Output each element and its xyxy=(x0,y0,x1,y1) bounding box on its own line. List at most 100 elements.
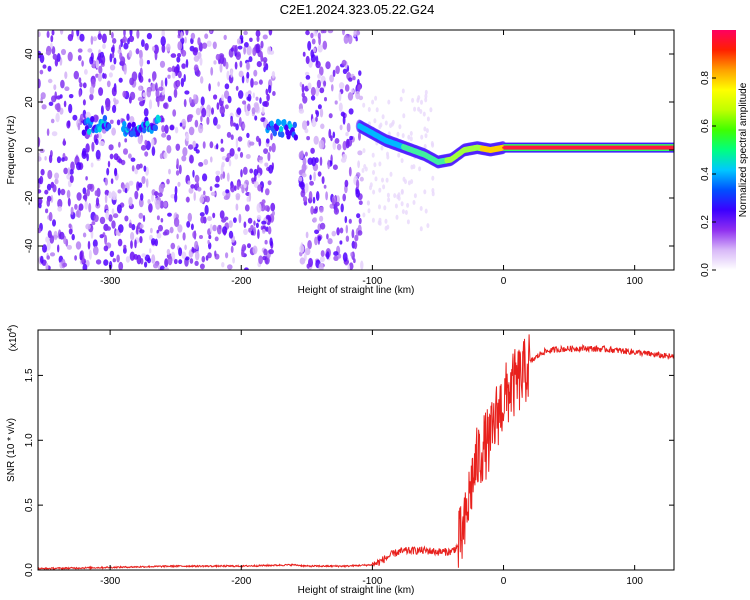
noise-speck xyxy=(167,255,173,266)
noise-speck xyxy=(82,232,87,238)
noise-speck xyxy=(260,117,265,123)
noise-speck xyxy=(360,260,364,270)
noise-speck xyxy=(173,258,178,265)
noise-speck xyxy=(173,88,178,99)
noise-speck xyxy=(140,144,147,151)
noise-speck xyxy=(54,178,59,185)
noise-speck xyxy=(268,84,272,94)
noise-speck xyxy=(128,50,133,58)
noise-speck xyxy=(208,234,212,240)
noise-speck xyxy=(338,91,342,102)
noise-speck xyxy=(207,239,210,245)
noise-speck xyxy=(230,134,234,140)
signal-blob xyxy=(142,127,147,134)
noise-speck xyxy=(124,188,128,194)
noise-speck xyxy=(45,236,50,243)
x-tick-label: 0 xyxy=(501,576,507,587)
noise-speck xyxy=(46,241,51,251)
signal-blob xyxy=(272,130,277,137)
noise-speck xyxy=(186,221,191,228)
noise-speck xyxy=(228,159,232,167)
noise-speck xyxy=(327,159,331,170)
noise-speck xyxy=(95,59,100,69)
noise-speck xyxy=(267,226,272,235)
noise-speck xyxy=(249,37,253,42)
noise-speck xyxy=(385,177,389,183)
noise-speck xyxy=(115,229,120,236)
noise-speck xyxy=(134,239,137,249)
noise-speck xyxy=(38,31,41,38)
noise-speck xyxy=(226,131,232,138)
noise-speck xyxy=(87,183,93,190)
noise-speck xyxy=(167,212,172,217)
noise-speck xyxy=(347,34,353,45)
noise-speck xyxy=(177,181,181,187)
noise-speck xyxy=(308,191,313,201)
noise-speck xyxy=(256,164,260,173)
noise-speck xyxy=(55,112,60,123)
noise-speck xyxy=(233,217,237,224)
noise-speck xyxy=(161,44,166,53)
noise-speck xyxy=(302,51,306,57)
noise-speck xyxy=(49,252,56,257)
noise-speck xyxy=(238,90,244,99)
noise-speck xyxy=(270,202,276,212)
noise-speck xyxy=(344,179,349,188)
noise-speck xyxy=(151,254,156,264)
y-tick-label: -40 xyxy=(24,238,35,253)
noise-speck xyxy=(348,166,352,177)
noise-speck xyxy=(334,100,338,105)
noise-speck xyxy=(348,77,353,82)
noise-speck xyxy=(202,42,208,49)
noise-speck xyxy=(113,57,117,65)
noise-speck xyxy=(431,188,435,193)
noise-speck xyxy=(419,206,423,211)
noise-speck xyxy=(82,99,86,106)
signal-blob xyxy=(276,119,282,126)
noise-speck xyxy=(38,197,43,205)
noise-speck xyxy=(336,227,340,236)
noise-speck xyxy=(38,152,41,158)
noise-speck xyxy=(67,34,74,42)
noise-speck xyxy=(264,205,270,212)
noise-speck xyxy=(230,184,236,193)
noise-speck xyxy=(181,118,187,127)
noise-speck xyxy=(69,169,74,175)
noise-speck xyxy=(310,95,316,101)
noise-speck xyxy=(193,94,197,100)
noise-speck xyxy=(315,60,321,69)
noise-speck xyxy=(340,111,346,117)
noise-speck xyxy=(359,176,364,182)
noise-speck xyxy=(219,105,226,115)
noise-speck xyxy=(299,257,306,265)
noise-speck xyxy=(110,178,114,185)
noise-speck xyxy=(94,190,98,197)
noise-speck xyxy=(105,209,110,220)
spectrogram-noise xyxy=(38,30,435,270)
noise-speck xyxy=(209,223,213,233)
noise-speck xyxy=(260,40,264,49)
noise-speck xyxy=(138,182,143,188)
noise-speck xyxy=(331,197,335,206)
noise-speck xyxy=(253,81,259,86)
x-tick-label: -300 xyxy=(100,576,120,587)
noise-speck xyxy=(375,107,379,113)
y-tick-label: 0.0 xyxy=(24,563,35,577)
noise-speck xyxy=(199,263,205,270)
noise-speck xyxy=(203,159,209,166)
noise-speck xyxy=(267,180,272,186)
noise-speck xyxy=(357,160,360,169)
noise-speck xyxy=(172,109,177,117)
noise-speck xyxy=(152,74,156,82)
noise-speck xyxy=(104,234,108,245)
noise-speck xyxy=(332,164,338,170)
noise-speck xyxy=(109,53,113,63)
noise-speck xyxy=(49,235,55,244)
noise-speck xyxy=(166,145,172,154)
noise-speck xyxy=(362,148,366,154)
noise-speck xyxy=(243,221,247,228)
noise-speck xyxy=(143,165,147,172)
noise-speck xyxy=(61,157,66,162)
noise-speck xyxy=(171,71,176,79)
noise-speck xyxy=(222,190,227,197)
